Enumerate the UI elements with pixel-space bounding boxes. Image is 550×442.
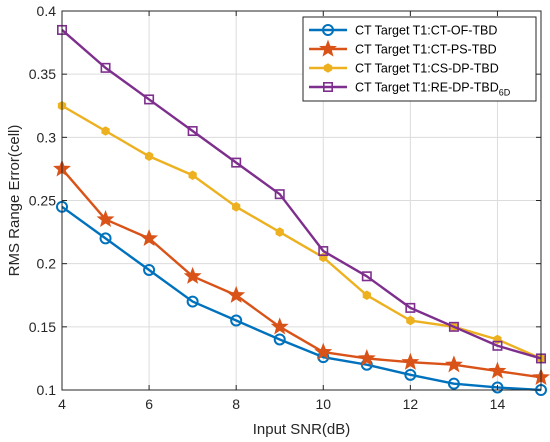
series-2-point [96,210,115,228]
series-2-point [357,349,376,367]
series-2-point [140,228,159,247]
series-3-point [188,170,197,181]
series-4-point [492,340,503,351]
y-tick-label: 0.25 [29,193,56,209]
x-tick-label: 6 [145,396,153,412]
x-tick-label: 12 [403,396,419,412]
legend-marker [323,63,333,73]
legend-label: CT Target T1:CT-PS-TBD [355,43,497,57]
series-1-point [99,232,112,245]
y-tick-label: 0.4 [37,3,57,19]
legend-label: CT Target T1:RE-DP-TBD6D [355,81,511,98]
x-tick-label: 8 [232,396,240,412]
legend-item: CT Target T1:RE-DP-TBD6D [309,81,511,98]
legend-item: CT Target T1:CT-OF-TBD [309,24,497,38]
series-4-point [187,126,198,137]
series-4 [56,24,546,364]
legend-item: CT Target T1:CS-DP-TBD [309,62,499,76]
series-1-point [143,263,156,276]
series-2-point [444,355,463,373]
series-layer [53,24,550,396]
series-3-point [406,315,415,326]
x-tick-label: 10 [315,396,331,412]
y-tick-label: 0.2 [37,256,57,272]
series-4-point [361,271,372,282]
y-tick-label: 0.35 [29,66,56,82]
legend-marker [322,82,333,93]
series-2-point [488,361,507,379]
axis-ticks: 4 6 8 10 12 14 0.1 0.15 0.2 0.25 0.3 0.35 0.4 [29,3,541,412]
series-4-point [448,321,459,332]
series-1-point [230,314,243,327]
y-tick-label: 0.1 [37,382,57,398]
series-2-line [61,168,542,379]
series-3-point [144,151,154,162]
legend-label-subscript: 6D [499,88,511,98]
x-axis-title: Input SNR(dB) [253,421,351,438]
series-3-point [101,126,110,136]
series-4-point [144,94,155,105]
series-1-point [491,381,504,394]
series-2-point [314,342,333,360]
legend-label: CT Target T1:CT-OF-TBD [355,24,497,38]
x-tick-label: 4 [58,396,66,412]
series-4-point [231,157,242,168]
legend-item: CT Target T1:CT-PS-TBD [309,39,497,57]
series-1-point [186,295,199,308]
series-1-point [273,333,286,346]
legend-label: CT Target T1:CS-DP-TBD [355,62,499,76]
x-tick-label: 14 [490,396,506,412]
series-3-point [493,334,502,345]
legend-marker [322,24,334,36]
y-axis-title: RMS Range Error(cell) [6,125,23,277]
series-3-point [232,202,241,212]
legend: CT Target T1:CT-OF-TBD CT Target T1:CT-PS… [302,16,537,102]
series-3-point [362,290,371,301]
series-3-point [319,252,328,263]
series-4-point [274,189,285,200]
series-1-point [447,377,460,390]
series-1-line [61,205,542,392]
series-1 [56,200,547,396]
series-4-line [61,29,542,360]
series-4-point [100,62,111,73]
series-1-point [404,368,417,381]
series-3-point [275,227,284,237]
series-2-point [227,285,246,303]
series-4-point [318,246,329,257]
series-2-point [183,266,202,284]
series-2 [53,159,550,385]
y-tick-label: 0.3 [37,129,57,145]
y-tick-label: 0.15 [29,319,56,335]
legend-marker [319,39,337,57]
series-2-point [270,317,289,335]
series-2-point [401,352,420,370]
series-4-point [405,302,416,313]
